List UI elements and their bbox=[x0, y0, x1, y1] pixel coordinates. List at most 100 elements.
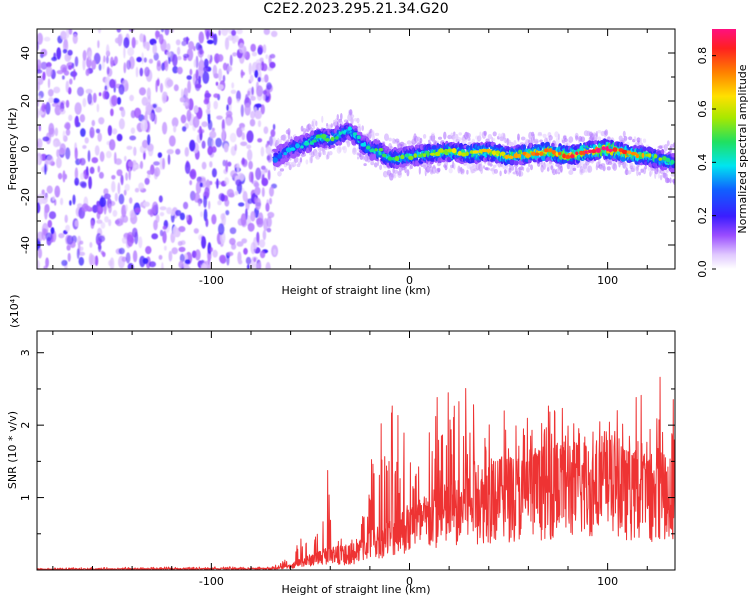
noise-cell bbox=[178, 260, 184, 269]
ridge-halo-cell bbox=[328, 151, 333, 156]
noise-cell bbox=[241, 132, 245, 141]
noise-cell bbox=[254, 186, 261, 196]
noise-cell bbox=[257, 234, 260, 246]
noise-cell bbox=[63, 173, 68, 180]
ridge-halo-cell bbox=[555, 169, 558, 175]
noise-cell bbox=[82, 97, 87, 108]
noise-cell bbox=[98, 63, 102, 71]
ridge-halo-cell bbox=[597, 158, 601, 167]
ridge-halo-cell bbox=[557, 171, 561, 175]
noise-cell bbox=[207, 242, 212, 256]
ridge-halo-cell bbox=[647, 166, 651, 171]
noise-cell bbox=[207, 146, 213, 156]
noise-cell bbox=[200, 56, 203, 68]
noise-cell bbox=[155, 30, 160, 38]
page-title: C2E2.2023.295.21.34.G20 bbox=[263, 1, 449, 17]
noise-cell bbox=[123, 46, 126, 59]
ridge-peak bbox=[283, 152, 288, 156]
ridge-halo-cell bbox=[373, 162, 378, 168]
noise-cell bbox=[37, 155, 41, 165]
ridge-halo-cell bbox=[604, 129, 609, 137]
noise-cell bbox=[89, 126, 95, 139]
noise-cell bbox=[149, 112, 155, 121]
noise-cell bbox=[205, 108, 211, 115]
noise-cell bbox=[48, 97, 54, 104]
noise-cell bbox=[78, 256, 85, 266]
noise-cell bbox=[128, 167, 131, 181]
noise-cell bbox=[189, 170, 196, 178]
noise-cell bbox=[247, 90, 251, 96]
ridge-peak bbox=[500, 151, 506, 157]
noise-cell bbox=[262, 93, 266, 101]
snr-frame bbox=[36, 330, 676, 571]
spectrogram-ticks: -100 0 100 -40 -20 0 20 40 bbox=[19, 28, 675, 287]
noise-cell bbox=[94, 255, 99, 266]
noise-cell bbox=[99, 151, 105, 162]
noise-cell bbox=[69, 78, 73, 85]
noise-cell bbox=[232, 52, 238, 57]
noise-cell bbox=[204, 186, 210, 198]
noise-cell bbox=[103, 188, 109, 195]
noise-cell bbox=[180, 240, 186, 246]
noise-cell bbox=[62, 49, 68, 54]
noise-cell bbox=[168, 250, 173, 262]
noise-cell bbox=[147, 173, 151, 179]
noise-cell bbox=[108, 203, 112, 214]
ridge-halo-cell bbox=[443, 131, 447, 140]
ridge-halo-cell bbox=[336, 114, 339, 121]
noise-cell bbox=[241, 126, 245, 131]
noise-cell bbox=[54, 127, 59, 137]
noise-cell bbox=[89, 242, 93, 248]
noise-cell bbox=[178, 226, 186, 233]
noise-cell bbox=[270, 129, 276, 138]
noise-cell bbox=[56, 141, 62, 147]
ridge-peak bbox=[562, 153, 566, 159]
noise-cell bbox=[120, 108, 126, 118]
signal-ridge bbox=[272, 109, 675, 185]
noise-cell bbox=[189, 68, 193, 76]
noise-cell bbox=[262, 229, 267, 241]
noise-cell bbox=[212, 34, 217, 40]
noise-cell bbox=[203, 98, 210, 105]
noise-cell bbox=[166, 79, 174, 88]
noise-cell bbox=[175, 209, 182, 217]
ridge-peak bbox=[369, 149, 375, 153]
noise-cell bbox=[193, 228, 199, 234]
noise-cell bbox=[193, 192, 200, 203]
noise-cell bbox=[118, 84, 125, 95]
noise-cell bbox=[225, 159, 229, 173]
noise-cell bbox=[123, 37, 130, 49]
noise-cell bbox=[222, 159, 227, 167]
noise-cell bbox=[234, 144, 237, 151]
noise-cell bbox=[227, 35, 234, 41]
ridge-halo-cell bbox=[468, 137, 471, 142]
ridge-halo-cell bbox=[644, 165, 648, 170]
noise-cell bbox=[209, 130, 217, 139]
spectrogram-marks bbox=[37, 29, 675, 269]
noise-cell bbox=[158, 254, 163, 260]
ridge-halo-cell bbox=[516, 170, 519, 177]
noise-cell bbox=[126, 145, 133, 150]
ridge-cell bbox=[514, 160, 519, 166]
noise-cell bbox=[141, 52, 144, 65]
noise-cell bbox=[130, 127, 136, 134]
noise-cell bbox=[87, 150, 91, 162]
ridge-peak bbox=[404, 153, 410, 158]
noise-cell bbox=[172, 66, 179, 74]
noise-cell bbox=[188, 41, 195, 50]
noise-cell bbox=[158, 195, 163, 203]
noise-cell bbox=[96, 103, 100, 113]
ridge-peak bbox=[565, 154, 571, 159]
noise-cell bbox=[118, 118, 125, 130]
colorbar-tick-label: 0.6 bbox=[696, 100, 709, 118]
ridge-halo-cell bbox=[628, 136, 633, 141]
noise-cell bbox=[142, 41, 149, 49]
ridge-halo-cell bbox=[582, 169, 586, 174]
noise-cell bbox=[270, 30, 278, 38]
ridge-halo-cell bbox=[528, 139, 531, 144]
ridge-halo-cell bbox=[597, 136, 602, 142]
ridge-halo-cell bbox=[549, 162, 554, 166]
ridge-halo-cell bbox=[288, 161, 293, 165]
ridge-peak bbox=[391, 157, 395, 161]
noise-cell bbox=[60, 30, 67, 40]
